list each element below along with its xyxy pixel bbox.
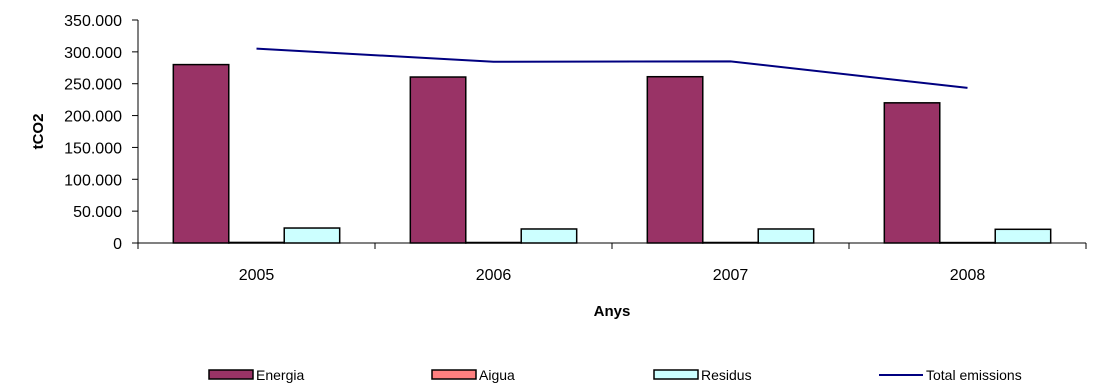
line-total-emissions (256, 47, 968, 89)
legend-swatch-aigua (431, 369, 477, 380)
bar-residus (994, 228, 1052, 244)
bar-aigua (702, 241, 759, 244)
y-axis: 0 50.000 100.000 150.000 200.000 250.000 300.0… (64, 13, 139, 253)
x-tick-label: 2008 (950, 267, 986, 284)
legend-label-energia: Energia (256, 367, 304, 383)
y-tick-label: 300.000 (64, 45, 122, 62)
x-tick-label: 2006 (476, 267, 512, 284)
bar-energia (883, 102, 941, 244)
y-tick-label: 100.000 (64, 172, 122, 189)
x-axis: 2005 2006 2007 2008 (137, 242, 1087, 284)
y-tick-label: 150.000 (64, 140, 122, 157)
x-axis-ticks: 2005 2006 2007 2008 (137, 243, 1087, 284)
legend-label-aigua: Aigua (479, 367, 515, 383)
y-axis-ticks: 0 50.000 100.000 150.000 200.000 250.000 300.0… (64, 13, 138, 253)
bar-energia (409, 76, 467, 244)
bar-aigua (465, 241, 522, 244)
y-tick-label: 50.000 (73, 204, 122, 221)
legend: Energia Aigua Residus Total emissions (208, 367, 1022, 383)
y-tick-label: 250.000 (64, 77, 122, 94)
bar-aigua (939, 241, 996, 244)
lines-layer (256, 47, 968, 89)
bars-layer (172, 63, 1052, 244)
bar-energia (172, 63, 230, 244)
x-tick-label: 2007 (713, 267, 749, 284)
legend-label-total-emissions: Total emissions (926, 367, 1022, 383)
bar-residus (283, 227, 341, 244)
y-tick-label: 0 (113, 236, 122, 253)
y-axis-title: tCO2 (30, 114, 47, 150)
bar-aigua (228, 241, 285, 244)
y-tick-label: 350.000 (64, 13, 122, 30)
x-tick-label: 2005 (239, 267, 275, 284)
legend-swatch-residus (653, 369, 699, 380)
legend-label-residus: Residus (701, 367, 752, 383)
bar-energia (646, 75, 704, 244)
legend-swatch-energia (208, 369, 254, 380)
y-tick-label: 200.000 (64, 109, 122, 126)
x-axis-title: Anys (594, 303, 631, 320)
bar-residus (520, 228, 578, 244)
bar-residus (757, 228, 815, 244)
